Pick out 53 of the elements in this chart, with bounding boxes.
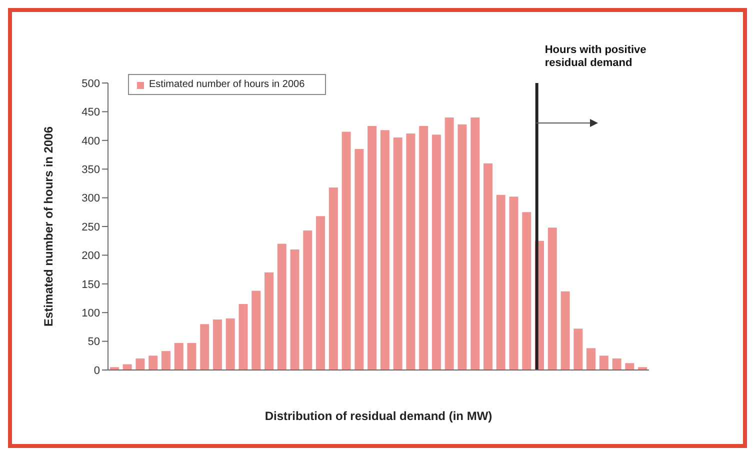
bar <box>509 196 518 370</box>
bar <box>290 249 300 370</box>
bar <box>419 126 428 370</box>
bar <box>483 163 492 370</box>
bar <box>354 149 364 370</box>
legend-label: Estimated number of hours in 2006 <box>149 79 305 90</box>
bar <box>161 351 170 370</box>
bar <box>238 304 248 370</box>
y-axis-title: Estimated number of hours in 2006 <box>41 126 56 327</box>
bar <box>432 134 441 370</box>
bar <box>393 138 402 370</box>
y-tick-label: 400 <box>82 135 100 148</box>
bar <box>522 212 532 370</box>
y-tick-label: 250 <box>82 221 100 234</box>
bar <box>444 117 454 370</box>
bar <box>136 358 145 370</box>
bar <box>380 130 390 370</box>
y-tick-label: 0 <box>94 364 100 377</box>
y-tick-label: 350 <box>82 164 100 176</box>
bar <box>496 194 506 370</box>
text: Hours with positive residual demand <box>544 44 646 69</box>
bar <box>212 319 222 370</box>
bar <box>264 272 274 370</box>
bar <box>148 356 158 370</box>
bar <box>586 348 596 370</box>
y-tick-label: 50 <box>88 336 100 348</box>
bar <box>574 328 583 370</box>
bar <box>560 291 570 370</box>
bar <box>303 230 312 370</box>
y-tick-label: 200 <box>82 250 100 262</box>
bar <box>458 124 467 370</box>
bar <box>406 134 416 370</box>
y-tick-label: 450 <box>82 106 100 119</box>
bar <box>226 318 235 370</box>
bar <box>368 126 377 370</box>
bar <box>200 324 210 370</box>
y-tick-label: 150 <box>82 278 100 291</box>
y-tick-label: 500 <box>82 78 100 90</box>
bar <box>625 363 634 370</box>
bar <box>612 358 622 370</box>
bar <box>174 343 184 370</box>
bar <box>277 244 286 370</box>
y-tick-label: 100 <box>82 308 100 320</box>
y-tick-label: 300 <box>82 192 100 205</box>
bar <box>252 290 261 370</box>
bar <box>328 187 338 370</box>
bar <box>316 216 326 370</box>
bar <box>599 356 608 370</box>
bar <box>548 228 557 370</box>
bar <box>187 343 196 370</box>
x-axis-title: Distribution of residual demand (in MW) <box>264 409 492 423</box>
bar <box>470 117 480 370</box>
bar <box>342 132 351 370</box>
